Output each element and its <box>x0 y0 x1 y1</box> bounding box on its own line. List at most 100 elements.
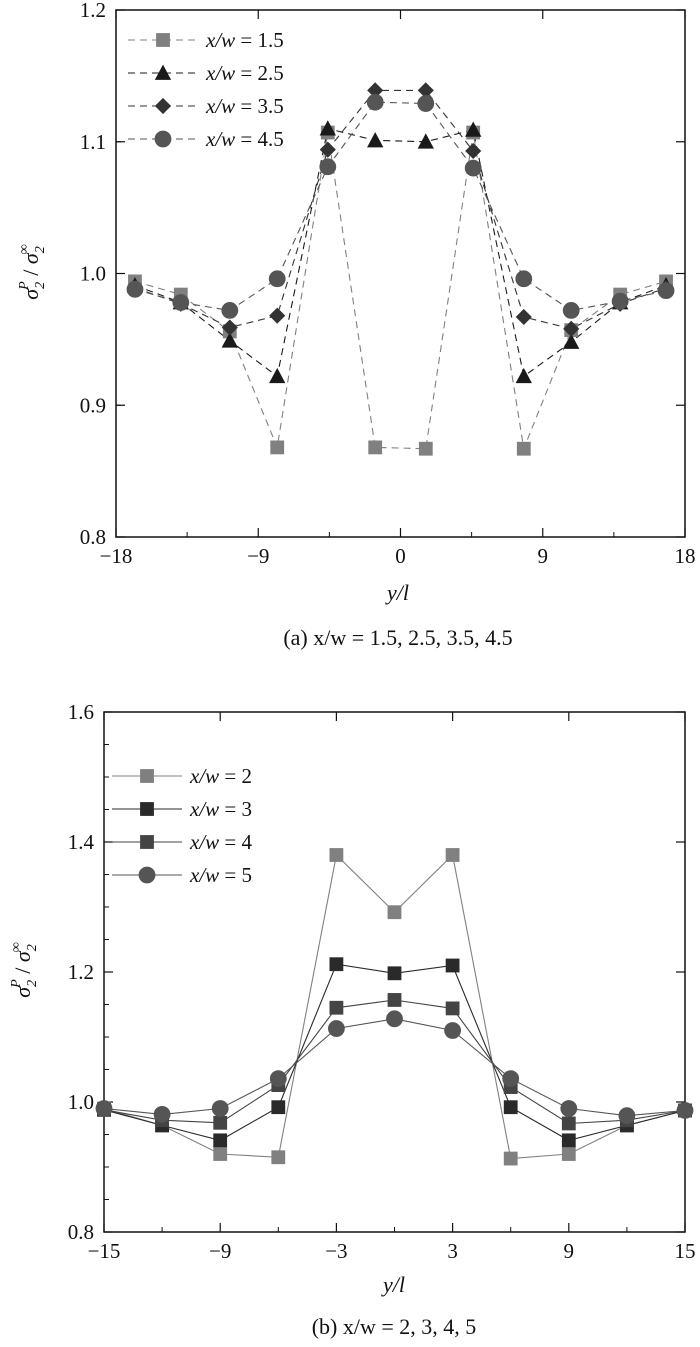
x-tick-label: 15 <box>675 1239 696 1263</box>
legend-label: x/w = 2 <box>189 764 252 788</box>
data-point <box>445 1001 460 1016</box>
data-point <box>221 332 238 348</box>
x-tick-label: 9 <box>538 544 549 568</box>
data-point <box>562 301 580 319</box>
chart-b: −15 −9 −3 3 9 150.81.01.21.41.6 x/w = 2x/w = … <box>9 700 696 1339</box>
chart-a-caption: (a) x/w = 1.5, 2.5, 3.5, 4.5 <box>283 625 512 650</box>
chart-b-caption: (b) x/w = 2, 3, 4, 5 <box>312 1314 477 1339</box>
data-point <box>418 441 433 456</box>
series-line-1 <box>134 132 667 451</box>
data-point <box>268 270 286 288</box>
legend-label: x/w = 3.5 <box>205 94 284 118</box>
data-point <box>329 957 344 972</box>
data-point <box>329 848 344 862</box>
chart-b-ticks: −15 −9 −3 3 9 15 0.8 1.0 1.2 1.4 1.6 <box>68 700 696 1263</box>
data-point <box>563 320 580 337</box>
data-point <box>95 1100 113 1117</box>
data-point <box>269 307 286 324</box>
data-point <box>387 966 402 981</box>
x-tick-label: 3 <box>447 1239 458 1263</box>
legend-marker <box>140 769 154 783</box>
legend-label: x/w = 3 <box>189 797 252 821</box>
data-point <box>515 270 533 288</box>
legend-marker <box>154 130 172 148</box>
data-point <box>221 319 238 336</box>
x-tick-label: 0 <box>395 544 406 568</box>
x-tick-label: −9 <box>209 1239 231 1263</box>
data-point <box>386 1010 403 1028</box>
y-tick-label: 1.0 <box>68 1090 94 1114</box>
y-tick-label: 1.6 <box>68 700 94 724</box>
legend-label: x/w = 1.5 <box>205 28 284 52</box>
x-tick-label: 18 <box>675 544 696 568</box>
legend-marker <box>154 64 172 80</box>
chart-b-x-axis-label: y/l <box>381 1272 405 1297</box>
data-point <box>417 133 434 149</box>
data-point <box>502 1070 520 1087</box>
y-tick-label: 1.2 <box>68 960 94 984</box>
svg-text:σ2P / σ2∞: σ2P / σ2∞ <box>9 942 40 997</box>
legend-label: x/w = 5 <box>189 863 252 887</box>
data-point <box>221 301 239 319</box>
data-point <box>676 1102 694 1119</box>
chart-a-plot-frame <box>115 9 686 538</box>
data-point <box>269 367 286 384</box>
data-point <box>503 1100 518 1115</box>
data-point <box>368 440 383 455</box>
series-line-4 <box>103 1018 686 1117</box>
data-point <box>611 292 629 310</box>
x-tick-label: −3 <box>325 1239 347 1263</box>
data-point <box>465 121 482 137</box>
data-point <box>417 95 435 112</box>
data-point <box>387 905 402 920</box>
data-point <box>211 1100 229 1117</box>
y-tick-label: 1.4 <box>68 830 95 854</box>
svg-text:σ2P / σ2∞: σ2P / σ2∞ <box>17 244 48 299</box>
data-point <box>561 1116 576 1131</box>
chart-a-markers <box>126 82 675 456</box>
series-line-3 <box>134 89 667 330</box>
data-point <box>515 367 532 384</box>
data-point <box>561 1133 576 1148</box>
chart-b-legend: x/w = 2 x/w = 3 x/w = 4 x/w = 5 <box>112 764 253 887</box>
legend-marker <box>140 835 154 849</box>
x-tick-label: −18 <box>100 544 133 568</box>
chart-a-ticks: −18 −9 0 9 18 0.8 0.9 1.0 1.1 1.2 <box>80 0 696 568</box>
legend-marker <box>138 866 156 884</box>
data-point <box>269 1070 287 1087</box>
chart-a-x-axis-label: y/l <box>385 580 409 605</box>
y-tick-label: 1.1 <box>80 130 106 154</box>
data-point <box>319 120 336 136</box>
series-line-2 <box>103 963 686 1141</box>
data-point <box>516 441 531 456</box>
data-point <box>172 294 190 311</box>
chart-a: −18 −9 0 9 180.80.91.01.11.2 x/w = 1.5x/w = … <box>17 0 696 650</box>
data-point <box>126 280 144 298</box>
data-point <box>213 1133 228 1148</box>
data-point <box>367 132 384 148</box>
chart-b-y-axis-label: σ2P / σ2∞ <box>9 942 40 997</box>
legend-marker <box>156 33 170 47</box>
data-point <box>329 1000 344 1015</box>
x-tick-label: −9 <box>247 544 269 568</box>
data-point <box>271 1150 286 1165</box>
y-tick-label: 1.0 <box>80 262 106 286</box>
chart-b-markers <box>95 848 694 1166</box>
y-tick-label: 0.8 <box>68 1220 94 1244</box>
data-point <box>464 159 482 177</box>
data-point <box>319 158 337 176</box>
data-point <box>503 1151 518 1166</box>
data-point <box>444 1022 462 1039</box>
data-point <box>563 333 580 349</box>
y-tick-label: 0.8 <box>80 525 106 549</box>
data-point <box>515 308 532 326</box>
y-tick-label: 0.9 <box>80 393 106 417</box>
data-point <box>387 993 402 1007</box>
legend-marker <box>140 802 154 816</box>
data-point <box>271 1100 286 1115</box>
data-point <box>560 1100 578 1117</box>
legend-label: x/w = 4.5 <box>205 127 284 151</box>
data-point <box>319 141 336 158</box>
data-point <box>465 142 482 160</box>
